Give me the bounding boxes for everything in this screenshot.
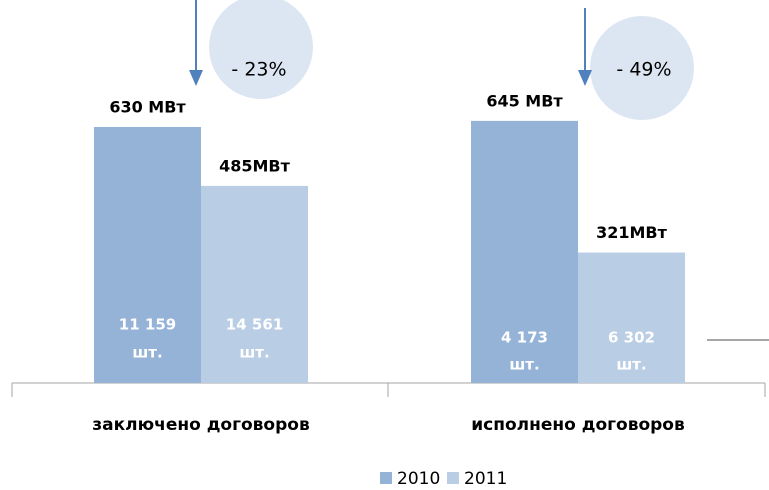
count-label: 6 302 (608, 329, 655, 347)
value-label: 630 МВт (109, 97, 186, 116)
arrow-head (189, 70, 203, 86)
bar (578, 252, 685, 383)
count-unit: шт. (132, 344, 162, 362)
x-tick-label: заключено договоров (92, 415, 310, 435)
value-label: 321МВт (596, 223, 668, 242)
annotation-bubble (590, 16, 694, 120)
count-label: 11 159 (119, 316, 176, 334)
arrow-head (578, 70, 592, 86)
bar (94, 126, 201, 383)
legend-swatch (380, 472, 392, 484)
count-unit: шт. (509, 356, 539, 374)
legend-label: 2010 (397, 469, 440, 489)
legend-swatch (447, 472, 459, 484)
bar (471, 120, 578, 383)
count-unit: шт. (239, 344, 269, 362)
annotation: - 23% (231, 59, 286, 81)
count-unit: шт. (616, 356, 646, 374)
value-label: 645 МВт (486, 91, 563, 110)
count-label: 4 173 (501, 329, 548, 347)
annotation-bubble (209, 0, 313, 99)
bar (201, 185, 308, 383)
legend-label: 2011 (464, 469, 507, 489)
x-tick-label: исполнено договоров (471, 415, 685, 435)
annotation: - 49% (616, 59, 671, 81)
count-label: 14 561 (226, 316, 283, 334)
value-label: 485МВт (219, 156, 291, 175)
